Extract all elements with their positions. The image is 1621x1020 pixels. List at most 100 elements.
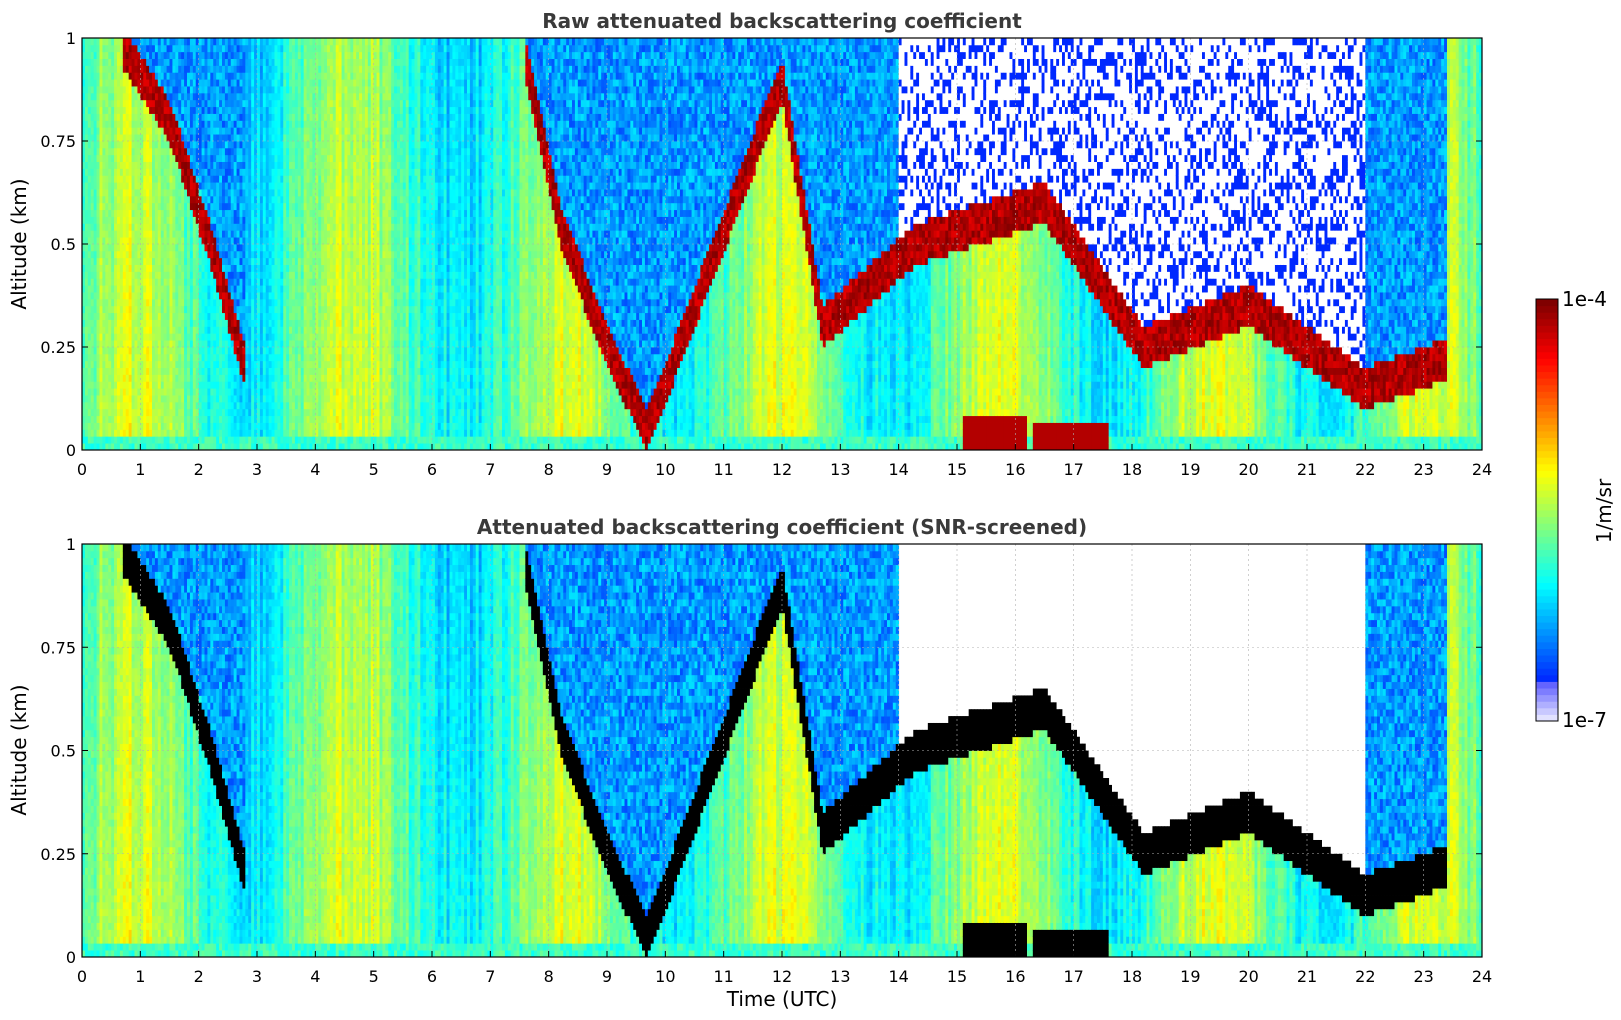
heatmap-cell xyxy=(135,203,138,210)
heatmap-cell xyxy=(242,265,245,272)
heatmap-cell xyxy=(152,114,155,121)
heatmap-cell xyxy=(164,271,167,278)
heatmap-cell xyxy=(167,313,170,320)
heatmap-cell xyxy=(123,354,126,361)
heatmap-cell xyxy=(260,86,263,93)
heatmap-cell xyxy=(149,436,152,443)
heatmap-cell xyxy=(272,127,275,134)
heatmap-cell xyxy=(272,333,275,340)
heatmap-cell xyxy=(108,230,111,237)
heatmap-cell xyxy=(105,416,108,423)
heatmap-cell xyxy=(248,182,251,189)
heatmap-cell xyxy=(123,196,126,203)
heatmap-cell xyxy=(242,100,245,107)
heatmap-cell xyxy=(91,100,94,107)
heatmap-cell xyxy=(190,134,193,141)
heatmap-cell xyxy=(102,292,105,299)
heatmap-cell xyxy=(202,285,205,292)
heatmap-cell xyxy=(167,182,170,189)
heatmap-cell xyxy=(120,93,123,100)
heatmap-cell xyxy=(184,107,187,114)
heatmap-cell xyxy=(190,416,193,423)
heatmap-cell xyxy=(199,45,202,52)
heatmap-cell xyxy=(123,114,126,121)
heatmap-cell xyxy=(117,100,120,107)
heatmap-cell xyxy=(228,402,231,409)
heatmap-cell xyxy=(251,189,254,196)
heatmap-cell xyxy=(234,381,237,388)
heatmap-cell xyxy=(175,381,178,388)
heatmap-cell xyxy=(207,237,210,244)
heatmap-cell xyxy=(269,271,272,278)
heatmap-cell xyxy=(94,45,97,52)
heatmap-cell xyxy=(91,175,94,182)
heatmap-cell xyxy=(216,148,219,155)
heatmap-cell xyxy=(170,93,173,100)
heatmap-cell xyxy=(251,134,254,141)
heatmap-cell xyxy=(167,127,170,134)
heatmap-cell xyxy=(149,368,152,375)
heatmap-cell xyxy=(108,354,111,361)
heatmap-cell xyxy=(172,306,175,313)
heatmap-cell xyxy=(172,93,175,100)
heatmap-cell xyxy=(269,45,272,52)
heatmap-cell xyxy=(207,141,210,148)
heatmap-cell xyxy=(248,100,251,107)
heatmap-cell xyxy=(167,141,170,148)
heatmap-cell xyxy=(216,368,219,375)
heatmap-cell xyxy=(193,313,196,320)
heatmap-cell xyxy=(158,210,161,217)
heatmap-cell xyxy=(257,223,260,230)
heatmap-cell xyxy=(257,217,260,224)
heatmap-cell xyxy=(205,155,208,162)
heatmap-cell xyxy=(129,340,132,347)
heatmap-cell xyxy=(140,292,143,299)
heatmap-cell xyxy=(108,86,111,93)
heatmap-cell xyxy=(132,374,135,381)
heatmap-cell xyxy=(210,86,213,93)
heatmap-cell xyxy=(205,251,208,258)
heatmap-cell xyxy=(123,374,126,381)
heatmap-cell xyxy=(123,182,126,189)
heatmap-cell xyxy=(184,79,187,86)
heatmap-cell xyxy=(213,141,216,148)
raw-backscatter-panel: Raw attenuated backscattering coefficien… xyxy=(7,9,1492,479)
heatmap-cell xyxy=(242,155,245,162)
heatmap-cell xyxy=(178,436,181,443)
heatmap-cell xyxy=(102,38,105,45)
heatmap-cell xyxy=(187,141,190,148)
heatmap-cell xyxy=(237,271,240,278)
heatmap-cell xyxy=(228,278,231,285)
heatmap-cell xyxy=(97,299,100,306)
heatmap-cell xyxy=(199,100,202,107)
heatmap-cell xyxy=(97,354,100,361)
heatmap-cell xyxy=(219,306,222,313)
heatmap-cell xyxy=(117,168,120,175)
heatmap-cell xyxy=(155,237,158,244)
heatmap-cell xyxy=(97,79,100,86)
heatmap-cell xyxy=(175,223,178,230)
heatmap-cell xyxy=(181,436,184,443)
heatmap-cell xyxy=(228,306,231,313)
heatmap-cell xyxy=(155,230,158,237)
heatmap-cell xyxy=(199,162,202,169)
heatmap-cell xyxy=(205,258,208,265)
heatmap-cell xyxy=(269,65,272,72)
heatmap-cell xyxy=(260,340,263,347)
heatmap-cell xyxy=(193,168,196,175)
heatmap-cell xyxy=(240,134,243,141)
heatmap-cell xyxy=(140,381,143,388)
heatmap-cell xyxy=(126,168,129,175)
heatmap-cell xyxy=(207,203,210,210)
heatmap-cell xyxy=(263,223,266,230)
heatmap-cell xyxy=(184,361,187,368)
heatmap-cell xyxy=(272,155,275,162)
heatmap-cell xyxy=(161,100,164,107)
heatmap-cell xyxy=(88,155,91,162)
heatmap-cell xyxy=(146,155,149,162)
heatmap-cell xyxy=(158,299,161,306)
heatmap-cell xyxy=(158,79,161,86)
heatmap-cell xyxy=(117,251,120,258)
heatmap-cell xyxy=(149,210,152,217)
heatmap-cell xyxy=(228,381,231,388)
